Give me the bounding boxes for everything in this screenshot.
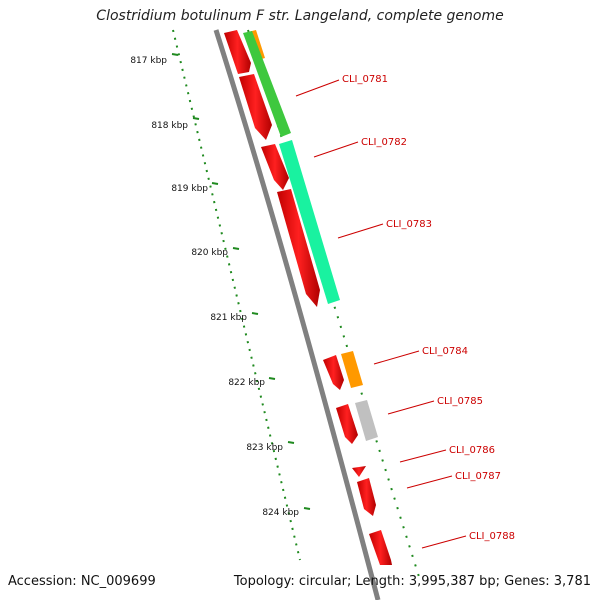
gene-label[interactable]: CLI_0784 — [422, 346, 468, 357]
tick-label: 818 kbp — [151, 121, 188, 131]
genome-backbone — [213, 29, 381, 600]
gene-label[interactable]: CLI_0783 — [386, 219, 432, 230]
tick-mark — [251, 312, 259, 315]
tick-labels: 817 kbp 818 kbp 819 kbp 820 kbp 821 kbp … — [130, 56, 299, 518]
tick-mark — [211, 182, 219, 185]
tick-mark — [171, 53, 179, 56]
gene-block-teal[interactable] — [279, 140, 340, 304]
tick-label: 823 kbp — [246, 443, 283, 453]
gene-label[interactable]: CLI_0786 — [449, 445, 495, 456]
gene-label[interactable]: CLI_0788 — [469, 531, 515, 542]
gene-arrow[interactable] — [323, 355, 344, 390]
tick-mark — [232, 247, 240, 250]
gene-arrow[interactable] — [357, 478, 376, 516]
gene-arrow[interactable] — [336, 404, 358, 444]
tick-label: 821 kbp — [210, 313, 247, 323]
tick-label: 824 kbp — [262, 508, 299, 518]
tick-marks — [171, 53, 311, 510]
tick-label: 817 kbp — [130, 56, 167, 66]
cds-category-track[interactable] — [243, 30, 378, 441]
tick-mark — [192, 117, 200, 120]
cds-forward-track[interactable] — [224, 30, 392, 565]
tick-mark — [287, 441, 295, 444]
gene-arrow[interactable] — [369, 530, 392, 565]
gene-block-green[interactable] — [243, 31, 291, 137]
gene-label[interactable]: CLI_0785 — [437, 396, 483, 407]
gene-block-orange[interactable] — [341, 351, 363, 388]
gene-labels[interactable]: CLI_0781 CLI_0782 CLI_0783 CLI_0784 CLI_… — [342, 74, 515, 542]
gene-arrow[interactable] — [224, 30, 251, 74]
tick-label: 819 kbp — [171, 184, 208, 194]
gene-block-gray[interactable] — [355, 400, 378, 441]
gene-label[interactable]: CLI_0782 — [361, 137, 407, 148]
gene-arrow[interactable] — [261, 144, 289, 190]
gene-label[interactable]: CLI_0781 — [342, 74, 388, 85]
gene-arrow[interactable] — [239, 74, 272, 140]
track-outline — [247, 29, 421, 581]
genome-summary-text: Topology: circular; Length: 3,995,387 bp… — [233, 574, 591, 589]
callout-lines — [295, 79, 467, 549]
gene-arrow[interactable] — [352, 466, 366, 477]
gene-arrow[interactable] — [277, 189, 320, 307]
tick-mark — [268, 377, 276, 380]
tick-label: 820 kbp — [191, 248, 228, 258]
ruler-line — [172, 29, 301, 561]
gene-label[interactable]: CLI_0787 — [455, 471, 501, 482]
tick-mark — [303, 507, 311, 510]
tick-label: 822 kbp — [228, 378, 265, 388]
accession-text: Accession: NC_009699 — [8, 574, 156, 589]
map-title: Clostridium botulinum F str. Langeland, … — [96, 8, 504, 24]
